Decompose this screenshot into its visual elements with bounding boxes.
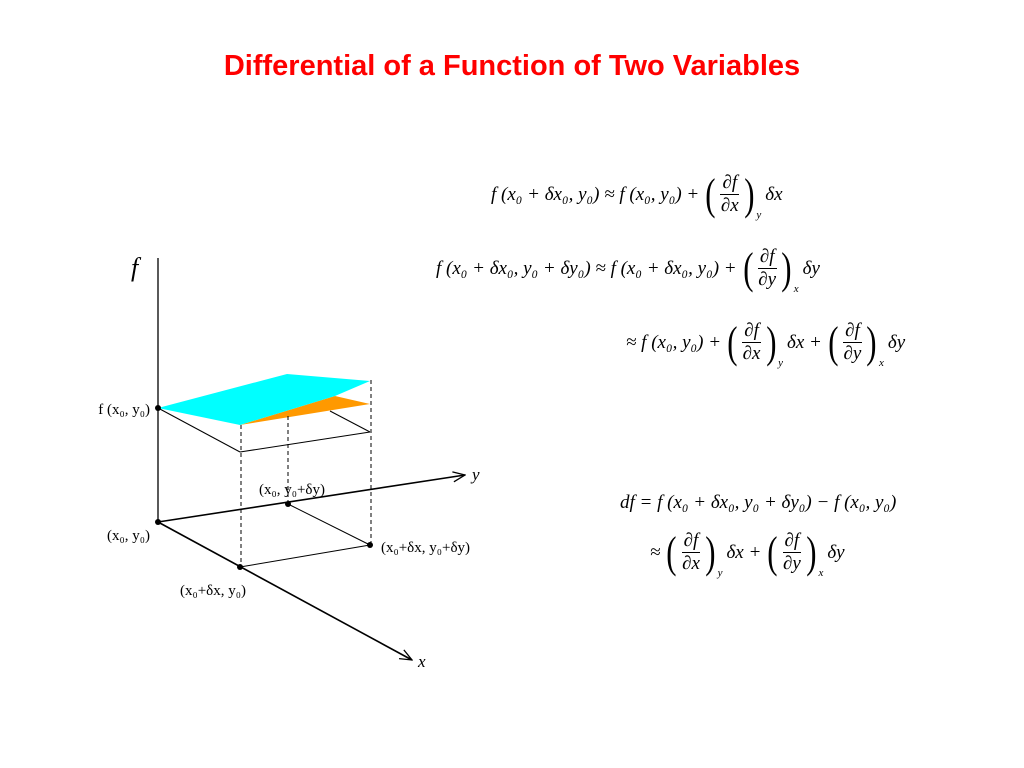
label-x0-y0dy: (x₀, y₀+δy) — [259, 482, 325, 498]
numerator: ∂f — [681, 530, 701, 553]
denominator: ∂y — [843, 343, 862, 364]
subscript: y — [717, 567, 723, 579]
label-f-x0-y0: f (x₀, y₀) — [98, 402, 150, 418]
numerator: ∂f — [742, 320, 761, 343]
partial-derivative: (∂f ∂x) y — [727, 317, 784, 369]
subscript: x — [879, 357, 884, 369]
x-axis — [157, 521, 412, 660]
equation-5: ≈ (∂f ∂x) y δx + (∂f ∂y) x δy — [650, 527, 845, 579]
eq3-tail: δy — [887, 331, 906, 353]
base-rect-edge — [239, 544, 371, 568]
denominator: ∂y — [758, 269, 777, 290]
partial-derivative: (∂f ∂y) x — [828, 317, 884, 369]
eq5-lhs: ≈ — [650, 541, 661, 563]
denominator: ∂x — [742, 343, 761, 364]
partial-derivative: (∂f ∂x) y — [705, 169, 762, 221]
top-rect-edge — [329, 410, 371, 433]
y-axis-label: y — [470, 465, 480, 484]
subscript: y — [756, 209, 762, 221]
y-axis — [157, 475, 465, 523]
equation-1: f (x₀ + δx₀, y₀) ≈ f (x₀, y₀) + (∂f ∂x) y … — [491, 169, 783, 221]
point-x0-y0dy — [285, 501, 291, 507]
eq1-lhs: f (x₀ + δx₀, y₀) ≈ f (x₀, y₀) + — [491, 183, 700, 205]
eq5-tail: δy — [827, 541, 845, 563]
upper-plane — [158, 374, 370, 425]
label-x0-y0: (x₀, y₀) — [107, 528, 150, 544]
x-axis-label: x — [417, 652, 426, 671]
eq4-text: df = f (x₀ + δx₀, y₀ + δy₀) − f (x₀, y₀) — [620, 492, 897, 513]
equation-2: f (x₀ + δx₀, y₀ + δy₀) ≈ f (x₀ + δx₀, y₀… — [436, 243, 820, 295]
subscript: y — [778, 357, 784, 369]
f-axis-label: f — [131, 253, 142, 282]
slide-title: Differential of a Function of Two Variab… — [223, 50, 801, 82]
top-rect-edge — [239, 431, 371, 453]
top-rect-edge — [157, 407, 241, 453]
eq2-tail: δy — [802, 257, 820, 279]
label-x0dx-y0: (x₀+δx, y₀) — [180, 583, 246, 599]
partial-derivative: (∂f ∂x) y — [666, 527, 723, 579]
point-x0dx-y0 — [237, 564, 243, 570]
denominator: ∂x — [720, 195, 739, 216]
eq5-mid: δx + — [726, 541, 762, 563]
numerator: ∂f — [843, 320, 862, 343]
denominator: ∂x — [682, 553, 700, 574]
numerator: ∂f — [782, 530, 802, 553]
base-rect-edge — [287, 503, 371, 546]
label-x0dx-y0dy: (x₀+δx, y₀+δy) — [381, 540, 470, 556]
equation-4: df = f (x₀ + δx₀, y₀ + δy₀) − f (x₀, y₀) — [620, 492, 896, 514]
subscript: x — [818, 567, 824, 579]
point-f-x0-y0 — [155, 405, 161, 411]
point-x0dx-y0dy — [367, 542, 373, 548]
partial-derivative: (∂f ∂y) x — [742, 243, 799, 295]
subscript: x — [793, 283, 799, 295]
lower-plane — [240, 396, 370, 425]
equation-3: ≈ f (x₀, y₀) + (∂f ∂x) y δx + (∂f ∂y) x δy — [626, 317, 906, 369]
eq2-lhs: f (x₀ + δx₀, y₀ + δy₀) ≈ f (x₀ + δx₀, y₀… — [436, 257, 737, 279]
eq1-tail: δx — [765, 183, 783, 205]
denominator: ∂y — [782, 553, 801, 574]
numerator: ∂f — [720, 172, 740, 195]
numerator: ∂f — [757, 246, 777, 269]
point-x0-y0 — [155, 519, 161, 525]
partial-derivative: (∂f ∂y) x — [767, 527, 824, 579]
eq3-lhs: ≈ f (x₀, y₀) + — [626, 331, 722, 353]
eq3-mid: δx + — [787, 331, 822, 353]
